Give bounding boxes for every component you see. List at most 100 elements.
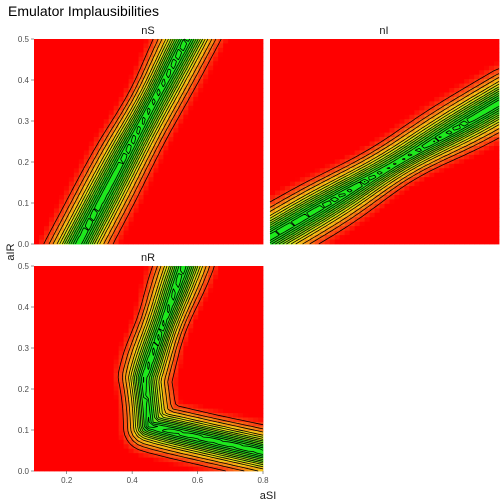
heat-cell xyxy=(424,114,430,120)
heat-cell xyxy=(83,279,90,285)
heat-cell xyxy=(83,288,90,294)
heat-cell xyxy=(479,39,485,44)
heat-cell xyxy=(389,128,395,133)
heat-cell xyxy=(93,350,100,356)
heat-cell xyxy=(223,123,229,129)
heat-cell xyxy=(98,283,105,289)
heat-cell xyxy=(88,137,95,142)
heat-cell xyxy=(98,70,105,76)
heat-cell xyxy=(198,61,204,67)
heat-cell xyxy=(384,79,390,84)
heat-cell xyxy=(233,137,239,142)
heat-cell xyxy=(474,212,480,218)
heat-cell xyxy=(78,92,85,98)
heat-cell xyxy=(38,70,45,76)
heat-cell xyxy=(34,328,40,334)
heat-cell xyxy=(399,70,405,76)
heat-cell xyxy=(449,101,455,107)
heat-cell xyxy=(103,88,110,93)
heat-cell xyxy=(279,181,286,187)
heat-cell xyxy=(34,83,40,89)
heat-cell xyxy=(434,47,440,53)
heat-cell xyxy=(93,323,100,329)
heat-cell xyxy=(48,426,55,432)
heat-cell xyxy=(118,199,125,205)
heat-cell xyxy=(319,70,326,76)
heat-cell xyxy=(469,83,475,89)
heat-cell xyxy=(434,181,440,187)
heat-cell xyxy=(484,186,490,191)
heat-cell xyxy=(369,110,375,116)
heat-cell xyxy=(419,199,425,205)
heat-cell xyxy=(34,270,40,276)
heat-cell xyxy=(344,39,351,44)
heat-cell xyxy=(88,306,95,311)
heat-cell xyxy=(294,70,301,76)
heat-cell xyxy=(218,172,224,178)
heat-cell xyxy=(494,150,500,156)
heat-cell xyxy=(309,96,316,102)
heat-cell xyxy=(178,43,184,49)
heat-cell xyxy=(163,61,169,67)
heat-cell xyxy=(103,145,110,151)
heat-cell xyxy=(48,119,55,125)
heat-cell xyxy=(103,350,110,356)
heat-cell xyxy=(198,235,204,240)
heat-cell xyxy=(394,79,400,84)
heat-cell xyxy=(58,74,65,80)
heat-cell xyxy=(148,88,154,93)
heat-cell xyxy=(143,212,149,218)
heat-cell xyxy=(289,39,296,44)
heat-cell xyxy=(53,332,60,338)
heat-cell xyxy=(63,364,70,369)
heat-cell xyxy=(138,181,144,187)
heat-cell xyxy=(73,377,80,383)
heat-cell xyxy=(133,56,139,62)
heat-cell xyxy=(279,43,286,49)
heat-cell xyxy=(304,239,311,245)
heat-cell xyxy=(138,83,144,89)
heat-cell xyxy=(279,172,286,178)
heat-cell xyxy=(143,190,149,196)
heat-cell xyxy=(248,61,254,67)
heat-cell xyxy=(98,226,105,232)
heat-cell xyxy=(374,226,380,232)
heat-cell xyxy=(479,61,485,67)
heat-cell xyxy=(419,150,425,156)
heat-cell xyxy=(304,159,311,165)
heat-cell xyxy=(248,203,254,209)
heat-cell xyxy=(399,128,405,133)
heat-cell xyxy=(103,47,110,53)
heat-cell xyxy=(88,79,95,84)
heat-cell xyxy=(364,39,370,44)
heat-cell xyxy=(88,435,95,441)
heat-cell xyxy=(113,101,120,107)
heat-cell xyxy=(148,61,154,67)
heat-cell xyxy=(88,323,95,329)
heat-cell xyxy=(103,199,110,205)
heat-cell xyxy=(103,56,110,62)
heat-cell xyxy=(178,114,184,120)
heat-cell xyxy=(494,172,500,178)
heat-cell xyxy=(294,128,301,133)
heat-cell xyxy=(439,159,445,165)
heat-cell xyxy=(429,128,435,133)
heat-cell xyxy=(153,141,159,147)
heat-cell xyxy=(138,61,144,67)
heat-cell xyxy=(148,43,154,49)
heat-cell xyxy=(43,128,50,133)
heat-cell xyxy=(314,83,321,89)
heat-cell xyxy=(339,43,346,49)
heat-cell xyxy=(424,56,430,62)
heat-cell xyxy=(83,110,90,116)
heat-cell xyxy=(274,114,281,120)
heat-cell xyxy=(474,39,480,44)
heat-cell xyxy=(93,150,100,156)
heat-cell xyxy=(484,168,490,174)
heat-cell xyxy=(319,110,326,116)
heat-cell xyxy=(270,79,276,84)
heat-cell xyxy=(203,101,209,107)
heat-cell xyxy=(354,92,361,98)
heat-cell xyxy=(118,203,125,209)
heat-cell xyxy=(193,230,199,236)
